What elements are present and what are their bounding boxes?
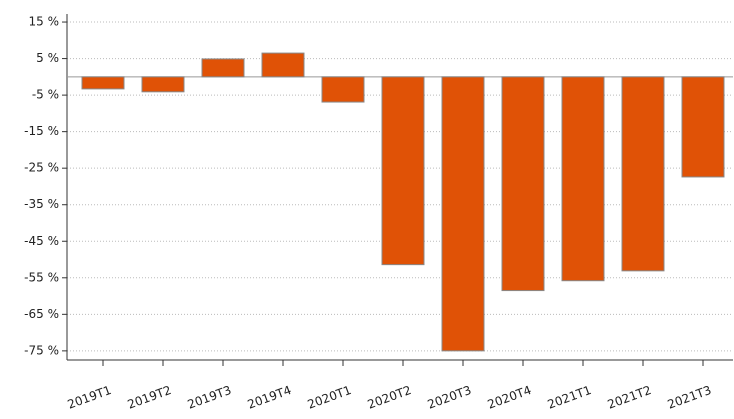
y-tick-label: -35 % <box>24 197 59 211</box>
x-tick-label: 2021T1 <box>546 383 594 412</box>
x-tick-label: 2019T3 <box>186 383 234 412</box>
y-tick-label: -75 % <box>24 343 59 357</box>
x-tick-label: 2019T2 <box>126 383 174 412</box>
y-tick-label: 5 % <box>36 51 59 65</box>
x-tick-label: 2019T4 <box>246 383 294 412</box>
x-tick-label: 2021T2 <box>606 383 654 412</box>
y-tick-label: -25 % <box>24 161 59 175</box>
x-tick-label: 2020T2 <box>366 383 414 412</box>
bar <box>501 76 545 292</box>
y-tick-label: -15 % <box>24 124 59 138</box>
bar <box>141 76 185 93</box>
x-tick-label: 2019T1 <box>66 383 114 412</box>
x-tick-label: 2020T4 <box>486 383 534 412</box>
y-tick-label: -55 % <box>24 270 59 284</box>
y-tick-label: -45 % <box>24 234 59 248</box>
x-tick-label: 2021T3 <box>666 383 714 412</box>
bar <box>81 76 125 90</box>
bar <box>261 52 305 78</box>
y-tick-label: 15 % <box>29 15 60 29</box>
bar <box>201 58 245 78</box>
y-tick-label: -5 % <box>32 88 59 102</box>
y-tick-label: -65 % <box>24 307 59 321</box>
bar <box>681 76 725 178</box>
bar <box>321 76 365 103</box>
bar <box>621 76 665 272</box>
bar <box>441 76 485 352</box>
bar <box>561 76 605 282</box>
bar <box>381 76 425 266</box>
x-tick-label: 2020T1 <box>306 383 354 412</box>
x-tick-label: 2020T3 <box>426 383 474 412</box>
